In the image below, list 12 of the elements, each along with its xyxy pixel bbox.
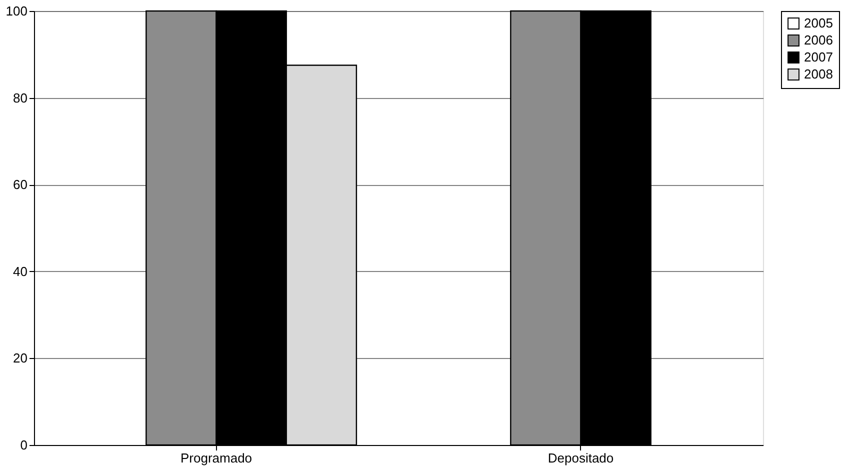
legend-label: 2006	[804, 32, 833, 48]
y-tick-label: 20	[13, 350, 28, 366]
legend-label: 2005	[804, 16, 833, 30]
legend-label: 2007	[804, 50, 833, 64]
x-tick-label: Depositado	[548, 450, 614, 466]
y-tick-label: 0	[20, 438, 28, 452]
legend-label: 2008	[804, 66, 833, 82]
x-tick-label: Programado	[180, 450, 252, 466]
y-tick-label: 60	[13, 177, 28, 192]
y-tick-label: 100	[6, 4, 28, 18]
y-tick-label: 80	[13, 90, 28, 106]
y-tick-label: 40	[13, 264, 28, 279]
